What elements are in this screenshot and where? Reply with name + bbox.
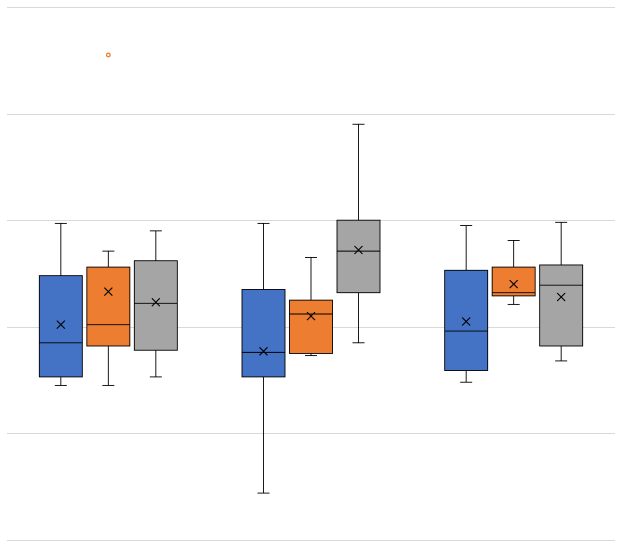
box-s3-g3 — [539, 221, 584, 362]
outlier-point — [105, 52, 111, 58]
mean-marker — [354, 245, 363, 255]
iqr-box — [241, 289, 286, 378]
iqr-box — [491, 266, 536, 297]
iqr-box — [289, 299, 333, 354]
mean-marker — [509, 279, 519, 289]
iqr-box — [539, 264, 584, 347]
box-s3-g2 — [336, 123, 381, 344]
iqr-box — [133, 260, 178, 351]
mean-marker — [259, 346, 268, 356]
iqr-box — [86, 266, 131, 347]
box-series — [38, 52, 584, 494]
mean-marker — [103, 287, 113, 297]
mean-marker — [56, 320, 66, 330]
box-s1-g3 — [444, 225, 489, 383]
box-s1-g2 — [241, 222, 286, 494]
mean-marker — [151, 297, 161, 307]
iqr-box — [444, 269, 489, 371]
mean-marker — [556, 292, 566, 302]
box-s1-g1 — [38, 222, 83, 386]
iqr-box — [336, 219, 381, 294]
box-s2-g3 — [491, 240, 536, 305]
box-s2-g1 — [86, 52, 131, 386]
box-s2-g2 — [289, 257, 333, 357]
mean-marker — [306, 311, 316, 321]
mean-marker — [461, 317, 471, 326]
iqr-box — [38, 275, 83, 378]
box-s3-g1 — [133, 230, 178, 378]
